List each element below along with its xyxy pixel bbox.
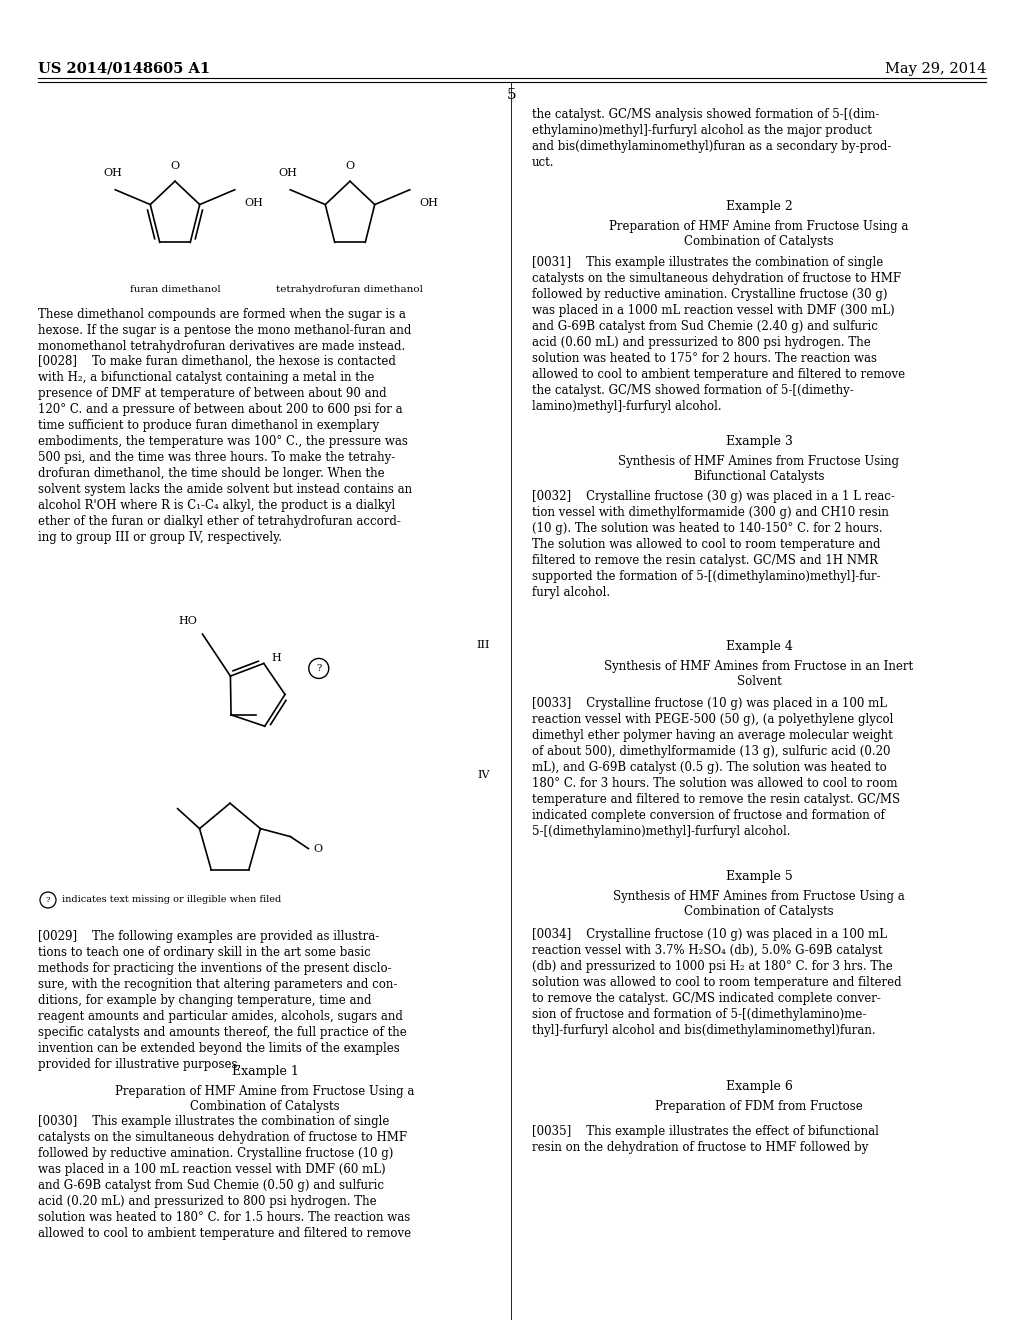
Text: OH: OH bbox=[279, 168, 298, 178]
Text: [0033]    Crystalline fructose (10 g) was placed in a 100 mL
reaction vessel wit: [0033] Crystalline fructose (10 g) was p… bbox=[532, 697, 900, 838]
Text: May 29, 2014: May 29, 2014 bbox=[885, 62, 986, 77]
Text: [0032]    Crystalline fructose (30 g) was placed in a 1 L reac-
tion vessel with: [0032] Crystalline fructose (30 g) was p… bbox=[532, 490, 895, 599]
Text: Example 1: Example 1 bbox=[231, 1065, 298, 1078]
Text: These dimethanol compounds are formed when the sugar is a
hexose. If the sugar i: These dimethanol compounds are formed wh… bbox=[38, 308, 412, 352]
Text: [0031]    This example illustrates the combination of single
catalysts on the si: [0031] This example illustrates the comb… bbox=[532, 256, 905, 413]
Text: [0034]    Crystalline fructose (10 g) was placed in a 100 mL
reaction vessel wit: [0034] Crystalline fructose (10 g) was p… bbox=[532, 928, 901, 1038]
Text: Preparation of FDM from Fructose: Preparation of FDM from Fructose bbox=[655, 1100, 863, 1113]
Text: [0029]    The following examples are provided as illustra-
tions to teach one of: [0029] The following examples are provid… bbox=[38, 931, 407, 1071]
Text: Preparation of HMF Amine from Fructose Using a
Combination of Catalysts: Preparation of HMF Amine from Fructose U… bbox=[116, 1085, 415, 1113]
Text: III: III bbox=[476, 640, 490, 649]
Text: Example 2: Example 2 bbox=[726, 201, 793, 213]
Text: O: O bbox=[345, 161, 354, 172]
Text: indicates text missing or illegible when filed: indicates text missing or illegible when… bbox=[62, 895, 282, 904]
Text: the catalyst. GC/MS analysis showed formation of 5-[(dim-
ethylamino)methyl]-fur: the catalyst. GC/MS analysis showed form… bbox=[532, 108, 891, 169]
Text: OH: OH bbox=[245, 198, 263, 207]
Text: Synthesis of HMF Amines from Fructose Using
Bifunctional Catalysts: Synthesis of HMF Amines from Fructose Us… bbox=[618, 455, 899, 483]
Text: O: O bbox=[313, 843, 323, 854]
Text: OH: OH bbox=[103, 168, 123, 178]
Text: Synthesis of HMF Amines from Fructose Using a
Combination of Catalysts: Synthesis of HMF Amines from Fructose Us… bbox=[613, 890, 905, 917]
Text: Example 6: Example 6 bbox=[726, 1080, 793, 1093]
Text: [0028]    To make furan dimethanol, the hexose is contacted
with H₂, a bifunctio: [0028] To make furan dimethanol, the hex… bbox=[38, 355, 412, 544]
Text: ?: ? bbox=[316, 664, 322, 673]
Text: Synthesis of HMF Amines from Fructose in an Inert
Solvent: Synthesis of HMF Amines from Fructose in… bbox=[604, 660, 913, 688]
Text: O: O bbox=[170, 161, 179, 172]
Text: tetrahydrofuran dimethanol: tetrahydrofuran dimethanol bbox=[276, 285, 424, 294]
Text: Example 3: Example 3 bbox=[726, 436, 793, 447]
Text: ?: ? bbox=[46, 896, 50, 904]
Text: [0030]    This example illustrates the combination of single
catalysts on the si: [0030] This example illustrates the comb… bbox=[38, 1115, 411, 1239]
Text: IV: IV bbox=[477, 770, 490, 780]
Text: Example 4: Example 4 bbox=[726, 640, 793, 653]
Text: H: H bbox=[271, 653, 282, 664]
Text: Preparation of HMF Amine from Fructose Using a
Combination of Catalysts: Preparation of HMF Amine from Fructose U… bbox=[609, 220, 908, 248]
Text: OH: OH bbox=[420, 198, 438, 207]
Text: furan dimethanol: furan dimethanol bbox=[130, 285, 220, 294]
Text: Example 5: Example 5 bbox=[726, 870, 793, 883]
Text: HO: HO bbox=[178, 616, 198, 626]
Text: [0035]    This example illustrates the effect of bifunctional
resin on the dehyd: [0035] This example illustrates the effe… bbox=[532, 1125, 879, 1154]
Text: US 2014/0148605 A1: US 2014/0148605 A1 bbox=[38, 62, 210, 77]
Text: 5: 5 bbox=[507, 88, 517, 102]
